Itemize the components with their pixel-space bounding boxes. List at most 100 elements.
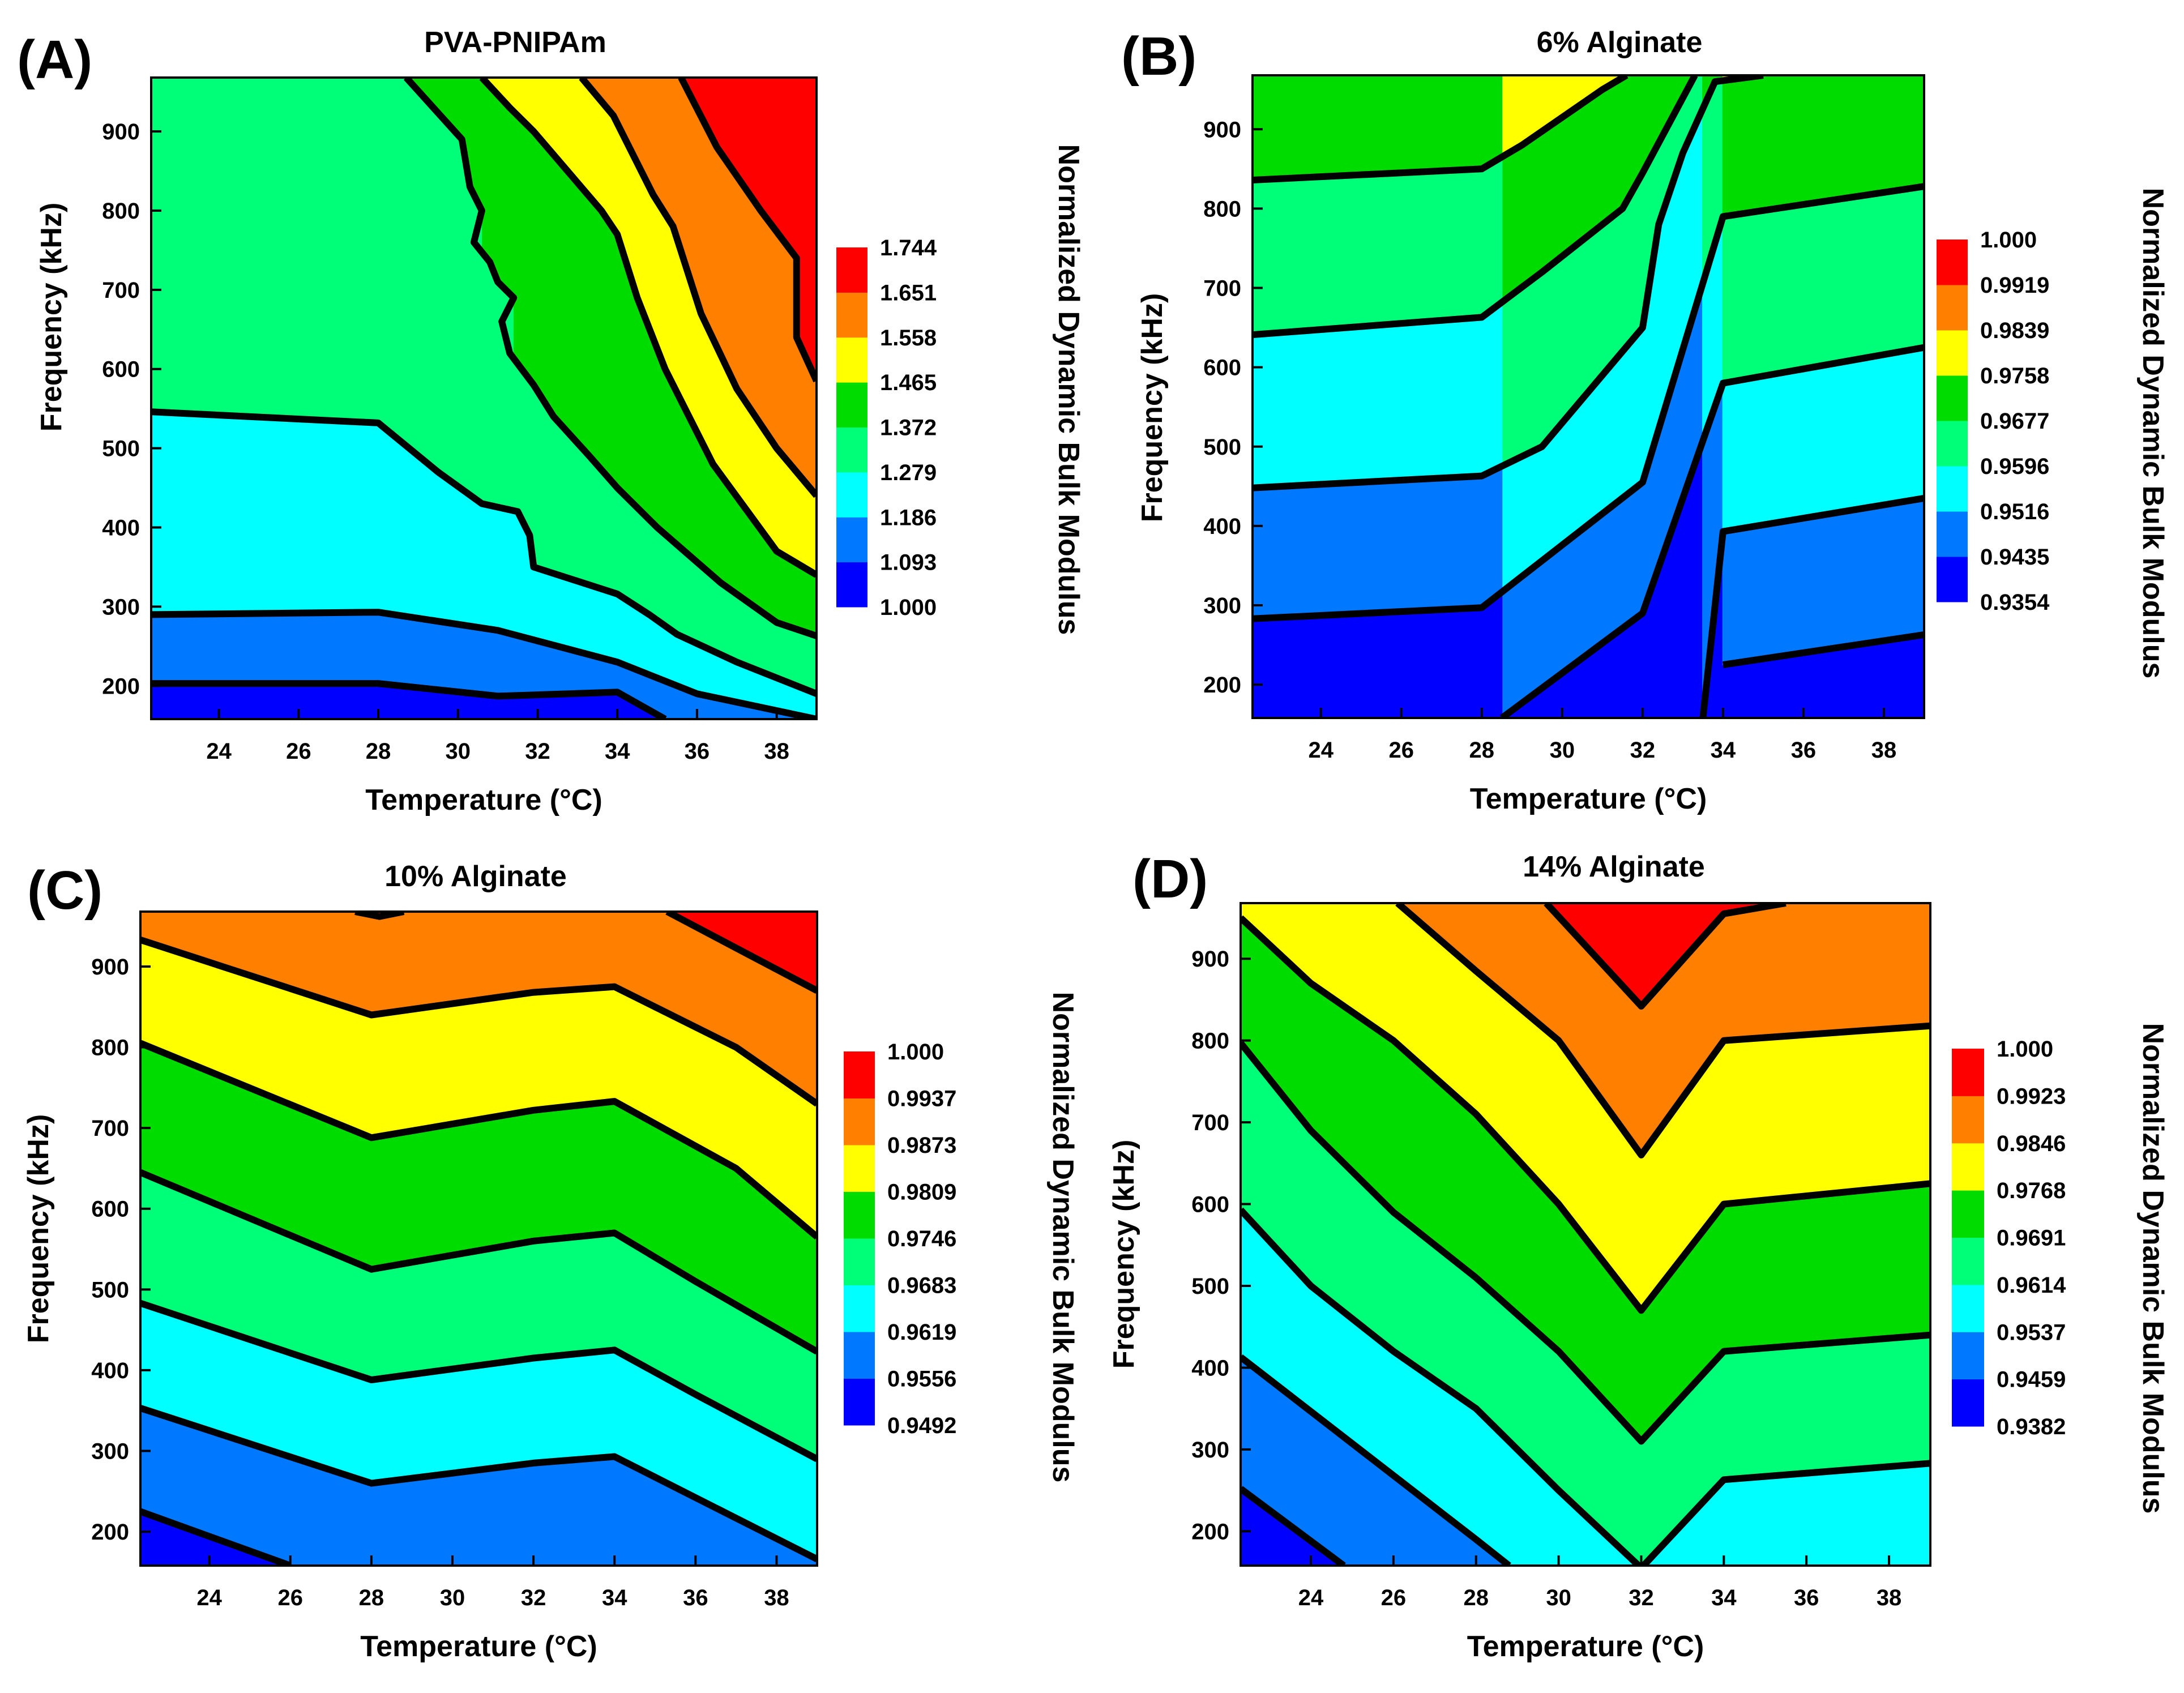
band-cell — [1477, 476, 1480, 609]
band-cell — [708, 132, 711, 332]
x-tick-label: 36 — [1791, 738, 1817, 763]
band-cell — [1353, 482, 1356, 614]
band-cell — [571, 438, 574, 580]
band-cell — [429, 620, 431, 690]
band-cell — [1648, 593, 1651, 718]
band-cell — [770, 709, 772, 719]
band-cell — [674, 235, 677, 391]
band-cell — [224, 1208, 227, 1332]
band-cell — [510, 295, 512, 511]
band-cell — [1361, 326, 1364, 483]
band-cell — [658, 354, 661, 530]
band-cell — [583, 693, 586, 719]
band-cell — [1301, 616, 1303, 718]
band-cell — [710, 696, 712, 719]
band-cell — [209, 912, 212, 963]
band-cell — [196, 1196, 199, 1323]
band-cell — [1423, 478, 1426, 611]
band-cell — [184, 1528, 187, 1566]
band-cell — [1683, 94, 1686, 149]
band-cell — [1482, 75, 1485, 169]
band-cell — [1621, 208, 1624, 352]
band-cell — [1850, 645, 1853, 718]
band-cell — [1760, 75, 1763, 211]
band-cell — [1569, 412, 1572, 539]
band-cell — [498, 507, 501, 631]
band-cell — [1642, 172, 1644, 327]
band-cell — [208, 912, 210, 963]
band-cell — [176, 1058, 178, 1188]
band-cell — [734, 661, 737, 703]
band-cell — [433, 109, 436, 470]
band-cell — [266, 78, 268, 418]
band-cell — [495, 78, 498, 94]
band-cell — [1628, 492, 1631, 623]
band-cell — [164, 1053, 166, 1183]
band-cell — [621, 597, 624, 665]
band-cell — [1824, 201, 1827, 366]
band-cell — [724, 700, 727, 719]
band-cell — [1625, 202, 1627, 348]
band-cell — [360, 683, 363, 719]
band-cell — [1868, 75, 1871, 195]
band-cell — [698, 694, 700, 719]
band-cell — [1294, 617, 1297, 718]
band-cell — [332, 683, 335, 719]
band-cell — [1460, 319, 1463, 478]
band-cell — [743, 400, 746, 507]
band-cell — [540, 397, 542, 570]
band-cell — [1487, 312, 1490, 473]
band-cell — [796, 473, 799, 564]
band-cell — [1905, 189, 1908, 351]
band-cell — [198, 959, 200, 1068]
colorbar-level-label: 0.9677 — [1980, 409, 2049, 434]
band-cell — [169, 683, 172, 719]
band-cell — [187, 1063, 190, 1193]
band-cell — [1531, 75, 1533, 139]
band-cell — [666, 374, 669, 537]
band-cell — [186, 1528, 189, 1566]
band-cell — [1606, 509, 1609, 640]
band-cell — [1337, 614, 1340, 718]
band-cell — [1628, 75, 1631, 197]
band-cell — [1706, 75, 1708, 101]
band-cell — [1296, 178, 1298, 332]
band-cell — [1431, 478, 1434, 610]
band-cell — [768, 221, 771, 438]
band-cell — [1501, 592, 1503, 718]
band-cell — [435, 78, 438, 112]
band-cell — [486, 84, 489, 260]
band-cell — [1358, 75, 1361, 176]
band-cell — [1254, 179, 1256, 335]
band-cell — [655, 619, 657, 678]
band-cell — [1579, 659, 1582, 718]
band-cell — [241, 78, 243, 417]
band-cell — [1556, 260, 1559, 429]
band-cell — [1786, 207, 1789, 373]
band-cell — [1323, 176, 1325, 330]
band-cell — [1813, 203, 1815, 367]
band-cell — [383, 428, 386, 614]
band-cell — [1708, 259, 1711, 421]
band-cell — [263, 980, 266, 1095]
band-cell — [1830, 648, 1832, 718]
band-cell — [1642, 612, 1644, 718]
band-cell — [1901, 502, 1904, 639]
band-cell — [1442, 609, 1444, 718]
band-cell — [216, 614, 218, 684]
band-cell — [245, 1442, 247, 1550]
band-cell — [522, 695, 524, 719]
band-cell — [613, 692, 616, 719]
band-cell — [723, 157, 725, 363]
band-cell — [1334, 614, 1337, 718]
band-cell — [570, 694, 572, 719]
band-cell — [1720, 80, 1723, 221]
band-cell — [380, 683, 383, 719]
band-cell — [1421, 172, 1424, 322]
band-cell — [635, 669, 638, 703]
band-cell — [1870, 642, 1873, 718]
band-cell — [698, 437, 700, 565]
band-cell — [410, 450, 413, 618]
band-cell — [619, 246, 622, 492]
band-cell — [673, 230, 676, 388]
